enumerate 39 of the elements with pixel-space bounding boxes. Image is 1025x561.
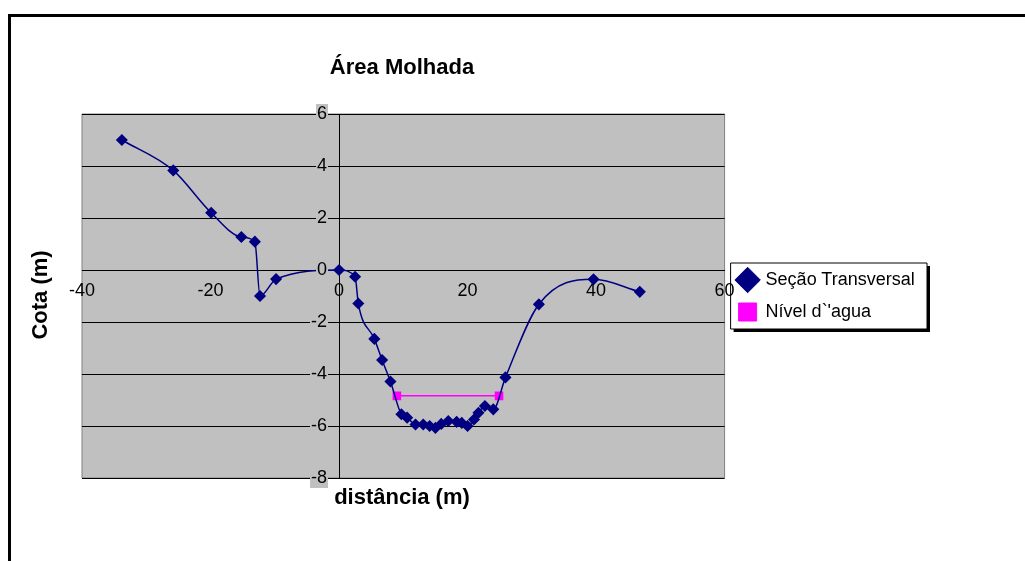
x-tick-label: -40 [68,279,96,300]
point [349,271,361,283]
y-tick-label: -8 [311,466,328,487]
point [352,297,365,310]
y-tick-label: 0 [317,258,328,279]
point [468,413,480,426]
y-axis-title: Cota (m) [27,249,53,342]
point [384,375,397,388]
point [205,207,217,219]
x-tick-label: 20 [457,279,478,300]
point [435,418,447,430]
y-tick-label: 6 [317,102,328,123]
point [401,411,413,424]
point [533,298,545,311]
y-tick-label: -2 [311,310,328,331]
x-tick-label: -20 [197,279,224,300]
x-axis-title: distância (m) [334,484,470,509]
point [270,273,282,285]
point [472,406,485,419]
y-tick-label: 4 [317,154,328,175]
point [333,264,345,276]
y-tick-label: -6 [311,414,328,435]
chart-title: Área Molhada [328,54,476,80]
y-tick-label: -4 [311,362,328,383]
point [634,286,646,298]
legend-label: Nível d`'agua [765,300,873,321]
legend-label: Seção Transversal [765,268,915,289]
y-tick-label: 2 [317,206,328,227]
point [499,371,512,384]
point [487,403,500,416]
point [479,400,491,412]
point [368,333,381,345]
point [254,290,266,302]
point [167,164,179,177]
point [376,354,388,366]
point [235,231,248,243]
point [116,134,128,146]
point [249,235,261,248]
x-tick-label: 40 [586,279,607,300]
